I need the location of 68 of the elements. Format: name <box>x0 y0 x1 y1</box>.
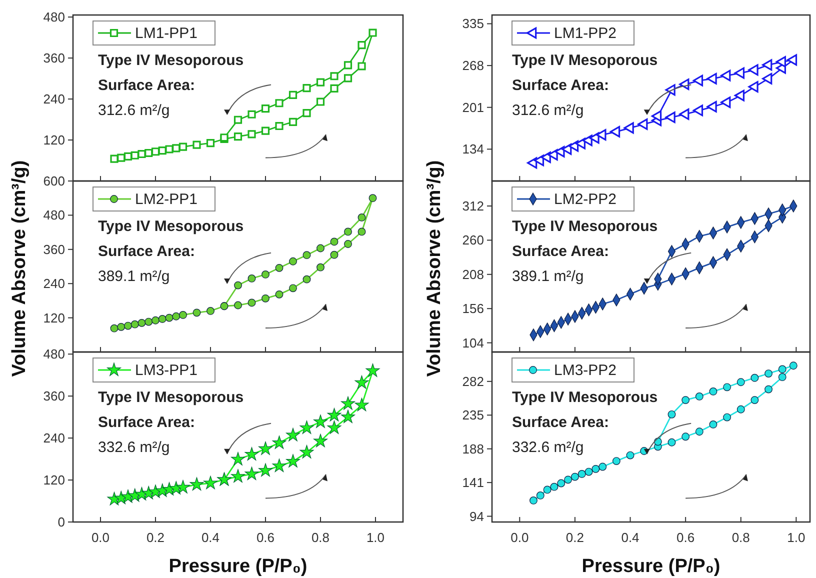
legend-label: LM1-PP2 <box>554 25 617 42</box>
y-tick-label: 260 <box>462 232 484 248</box>
y-tick-label: 312 <box>462 198 484 214</box>
annotation: 312.6 m²/g <box>98 102 170 119</box>
annotation: Type IV Mesoporous <box>98 218 244 235</box>
x-tick-label: 0.4 <box>201 530 220 545</box>
y-tick-label: 360 <box>43 388 65 404</box>
y-tick-label: 120 <box>43 472 65 488</box>
x-tick-label: 0.2 <box>146 530 165 545</box>
x-axis-title: Pressure (P/P₀) <box>582 556 720 577</box>
y-tick-label: 240 <box>43 276 65 292</box>
legend-label: LM2-PP1 <box>135 191 198 208</box>
y-tick-label: 480 <box>43 208 65 223</box>
annotation: Surface Area: <box>512 243 609 260</box>
x-tick-label: 0.6 <box>676 530 695 545</box>
y-tick-label: 188 <box>462 441 484 456</box>
legend-label: LM1-PP1 <box>135 25 198 42</box>
y-tick-label: 134 <box>462 142 484 157</box>
annotation: Surface Area: <box>98 77 195 94</box>
legend-label: LM3-PP2 <box>554 362 617 379</box>
x-tick-label: 1.0 <box>787 530 806 545</box>
y-tick-label: 335 <box>462 16 484 32</box>
annotation: 332.6 m²/g <box>512 439 584 456</box>
annotation: Surface Area: <box>512 77 609 94</box>
annotation: Type IV Mesoporous <box>512 218 658 235</box>
x-axis-title: Pressure (P/P₀) <box>168 556 308 577</box>
annotation: 332.6 m²/g <box>98 439 170 456</box>
annotation: Type IV Mesoporous <box>98 52 244 69</box>
x-tick-label: 0.8 <box>732 530 750 545</box>
x-tick-label: 0.2 <box>566 530 584 545</box>
annotation: 389.1 m²/g <box>512 268 584 285</box>
legend-label: LM3-PP1 <box>135 362 198 379</box>
y-axis-title: Volume Absorve (cm³/g) <box>424 160 445 377</box>
annotation: Type IV Mesoporous <box>98 389 244 406</box>
y-tick-label: 360 <box>43 50 65 66</box>
y-tick-label: 480 <box>43 10 65 25</box>
x-tick-label: 0.6 <box>256 530 275 545</box>
x-tick-label: 1.0 <box>366 530 385 545</box>
annotation: 389.1 m²/g <box>98 268 170 285</box>
annotation: 312.6 m²/g <box>512 102 584 119</box>
y-tick-label: 360 <box>43 242 65 257</box>
y-axis-title: Volume Absorve (cm³/g) <box>9 160 30 377</box>
y-tick-label: 156 <box>462 301 484 316</box>
y-tick-label: 282 <box>462 374 484 389</box>
y-tick-label: 480 <box>43 346 65 362</box>
y-tick-label: 94 <box>470 508 484 524</box>
annotation: Type IV Mesoporous <box>512 52 658 69</box>
y-tick-label: 120 <box>43 310 65 326</box>
x-tick-label: 0.4 <box>621 530 640 545</box>
y-tick-label: 240 <box>43 92 65 107</box>
annotation: Surface Area: <box>512 414 609 431</box>
x-tick-label: 0.8 <box>311 530 330 545</box>
annotation: Type IV Mesoporous <box>512 389 658 406</box>
legend-label: LM2-PP2 <box>554 191 617 208</box>
annotation: Surface Area: <box>98 414 195 431</box>
y-tick-label: 141 <box>462 475 484 490</box>
y-tick-label: 600 <box>43 174 65 188</box>
annotation: Surface Area: <box>98 243 195 260</box>
y-tick-label: 120 <box>43 132 65 148</box>
x-tick-label: 0.0 <box>510 530 529 545</box>
y-tick-label: 208 <box>462 266 484 282</box>
y-tick-label: 268 <box>462 58 484 74</box>
x-tick-label: 0.0 <box>91 530 110 545</box>
y-tick-label: 104 <box>462 335 484 350</box>
y-tick-label: 0 <box>58 514 65 530</box>
y-tick-label: 235 <box>462 408 484 423</box>
y-tick-label: 240 <box>43 430 65 446</box>
y-tick-label: 201 <box>462 100 484 115</box>
